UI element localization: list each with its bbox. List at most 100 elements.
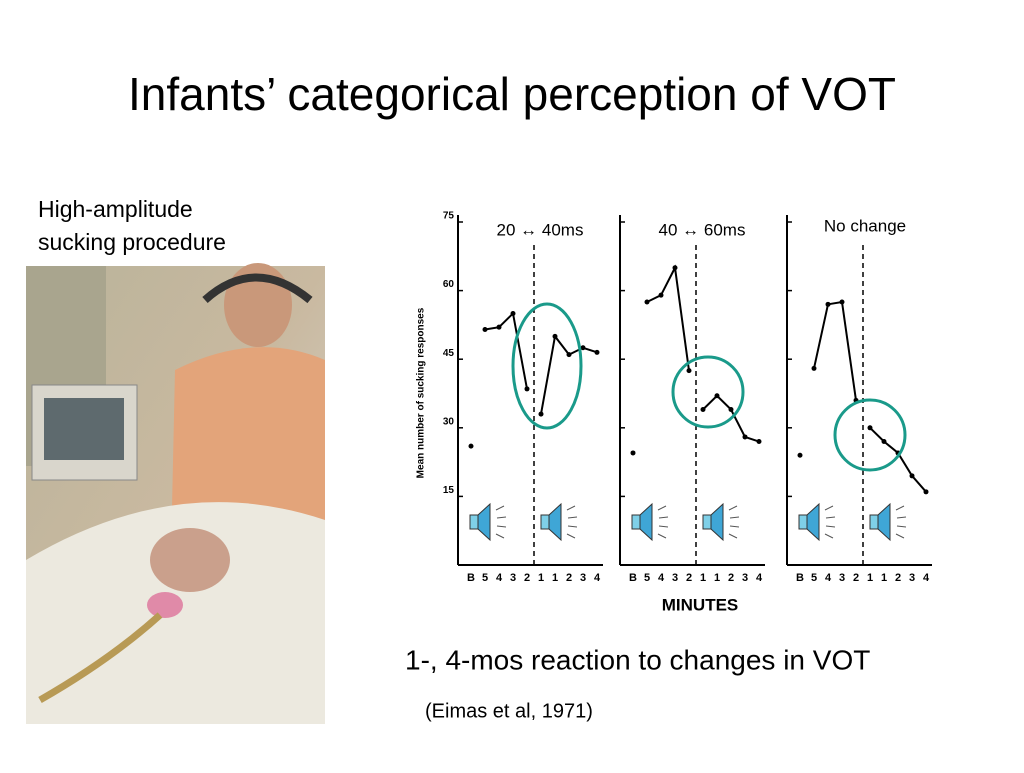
speaker-cone: [710, 502, 724, 542]
data-point: [510, 310, 516, 316]
highlight-circle: [833, 398, 907, 472]
x-tick-label: 4: [496, 572, 503, 584]
data-point: [468, 443, 474, 449]
data-point: [923, 489, 929, 495]
speaker-waves: [566, 505, 578, 539]
speaker-body: [540, 514, 550, 530]
data-point: [811, 365, 817, 371]
speaker-icon: [469, 502, 507, 542]
speaker-icon: [869, 502, 907, 542]
data-point: [867, 425, 873, 431]
x-tick-label: 1: [538, 572, 544, 584]
y-axis-label: Mean number of sucking responses: [416, 307, 427, 478]
x-tick-label: B: [796, 572, 804, 584]
speaker-waves: [728, 505, 740, 539]
x-tick-label: 3: [580, 572, 586, 584]
y-tick-label: 60: [443, 279, 455, 290]
slide-title: Infants’ categorical perception of VOT: [128, 68, 896, 120]
data-point: [881, 439, 887, 445]
data-point: [700, 407, 706, 413]
x-tick-label: 3: [510, 572, 516, 584]
x-tick-label: 3: [909, 572, 915, 584]
x-tick-label: 4: [658, 572, 665, 584]
data-point: [580, 345, 586, 351]
data-line: [646, 264, 690, 371]
data-point: [714, 393, 720, 399]
subtitle: 1-, 4-mos reaction to changes in VOT: [405, 644, 870, 675]
data-point: [566, 352, 572, 358]
data-line: [484, 311, 528, 390]
data-point: [538, 411, 544, 417]
x-tick-label: 4: [756, 572, 763, 584]
panel-title: 40 ↔ 60ms: [659, 220, 746, 239]
citation: (Eimas et al, 1971): [425, 700, 593, 722]
data-point: [909, 473, 915, 479]
x-tick-label: 1: [552, 572, 558, 584]
y-tick-label: 75: [443, 211, 455, 222]
speaker-cone: [639, 502, 653, 542]
data-point: [672, 265, 678, 271]
x-tick-label: 3: [742, 572, 748, 584]
x-tick-label: 5: [482, 572, 488, 584]
speaker-body: [702, 514, 712, 530]
panel-title: 20 ↔ 40ms: [497, 220, 584, 239]
speaker-cone: [806, 502, 820, 542]
speaker-body: [869, 514, 879, 530]
speaker-waves: [657, 505, 669, 539]
x-tick-label: 2: [853, 572, 859, 584]
y-tick-label: 45: [443, 348, 455, 359]
x-tick-label: B: [467, 572, 475, 584]
data-line: [540, 333, 598, 415]
y-tick-label: 15: [443, 485, 455, 496]
x-tick-label: 5: [811, 572, 817, 584]
highlight-circle: [511, 302, 583, 430]
data-point: [756, 439, 762, 445]
data-point: [728, 407, 734, 413]
x-tick-label: 1: [700, 572, 706, 584]
data-point: [482, 326, 488, 332]
data-point: [594, 349, 600, 355]
data-point: [524, 386, 530, 392]
caption-line: High-amplitude: [38, 196, 193, 222]
photo: [26, 263, 325, 724]
speaker-icon: [798, 502, 836, 542]
data-point: [658, 292, 664, 298]
x-tick-label: 2: [728, 572, 734, 584]
panel-title: No change: [824, 216, 906, 235]
x-tick-label: 1: [867, 572, 873, 584]
data-point: [839, 299, 845, 305]
x-tick-label: 1: [714, 572, 720, 584]
x-tick-label: 1: [881, 572, 887, 584]
speaker-waves: [824, 505, 836, 539]
speaker-icon: [540, 502, 578, 542]
speaker-cone: [477, 502, 491, 542]
speaker-body: [469, 514, 479, 530]
data-point: [630, 450, 636, 456]
speaker-waves: [895, 505, 907, 539]
x-axis-label: MINUTES: [662, 595, 739, 614]
data-point: [825, 301, 831, 307]
data-point: [742, 434, 748, 440]
speaker-icon: [702, 502, 740, 542]
y-tick-label: 30: [443, 416, 455, 427]
caption-line: sucking procedure: [38, 229, 226, 255]
x-tick-label: 5: [644, 572, 650, 584]
data-point: [552, 333, 558, 339]
data-point: [496, 324, 502, 330]
x-tick-label: 4: [825, 572, 832, 584]
x-tick-label: 2: [686, 572, 692, 584]
x-tick-label: B: [629, 572, 637, 584]
x-tick-label: 3: [672, 572, 678, 584]
data-line: [813, 300, 857, 401]
speaker-cone: [548, 502, 562, 542]
x-tick-label: 4: [923, 572, 930, 584]
speaker-body: [798, 514, 808, 530]
x-tick-label: 4: [594, 572, 601, 584]
x-tick-label: 2: [524, 572, 530, 584]
x-tick-label: 3: [839, 572, 845, 584]
speaker-cone: [877, 502, 891, 542]
highlight-circles: [511, 302, 907, 472]
